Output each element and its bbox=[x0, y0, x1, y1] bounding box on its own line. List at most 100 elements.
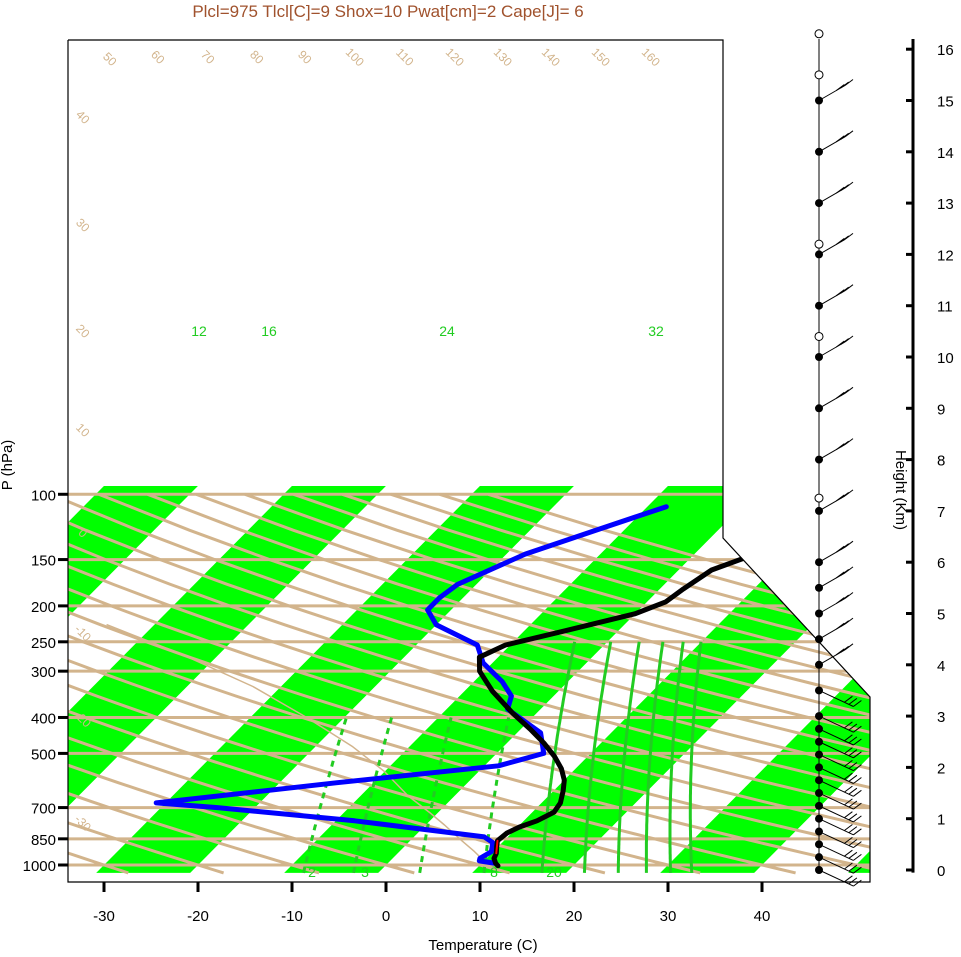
wind-barb bbox=[818, 290, 846, 307]
chart-title: Plcl=975 Tlcl[C]=9 Shox=10 Pwat[cm]=2 Ca… bbox=[192, 2, 583, 21]
y-axis-label: P (hPa) bbox=[0, 440, 16, 491]
adiabat-label: 10 bbox=[722, 343, 749, 370]
height-tick-label: 7 bbox=[937, 504, 945, 521]
height-tick-label: 13 bbox=[937, 196, 954, 213]
wind-barb-flag bbox=[844, 130, 854, 138]
wind-barb-flag bbox=[844, 785, 853, 793]
dry-adiabat-line bbox=[68, 493, 701, 875]
height-axis-label: Height (Km) bbox=[892, 450, 909, 530]
wind-barb bbox=[818, 341, 846, 358]
wind-barb bbox=[818, 187, 846, 204]
wind-barb bbox=[818, 689, 854, 707]
wind-barb bbox=[818, 818, 854, 836]
wind-barb bbox=[818, 741, 854, 759]
wind-barb-flag bbox=[853, 879, 862, 887]
wind-barb-flag bbox=[848, 826, 858, 833]
mixing-ratio-line bbox=[616, 641, 641, 873]
wind-barb bbox=[818, 856, 854, 874]
mixing-ratio-line bbox=[688, 641, 703, 873]
x-tick-label: -10 bbox=[281, 908, 303, 925]
wind-barb-flag bbox=[844, 540, 854, 548]
wind-calm-circle bbox=[814, 239, 824, 249]
wind-barb-flag bbox=[844, 811, 853, 819]
wind-barb-flag bbox=[835, 443, 845, 451]
wind-barb-flag bbox=[844, 849, 853, 857]
wind-barb bbox=[818, 779, 854, 797]
wind-barb-flag bbox=[844, 695, 853, 703]
wind-barb-flag bbox=[840, 286, 850, 294]
wind-barb-flag bbox=[853, 725, 862, 733]
wind-barb-flag bbox=[853, 777, 862, 784]
height-tick-label: 9 bbox=[937, 401, 945, 418]
wind-barb bbox=[818, 831, 854, 849]
dry-adiabat-line bbox=[68, 493, 320, 875]
wind-barb-flag bbox=[853, 789, 862, 797]
mixing-ratio-label: 24 bbox=[439, 323, 455, 339]
wind-barb-flag bbox=[835, 648, 845, 656]
wind-calm-circle bbox=[814, 331, 824, 341]
mixing-ratio-line bbox=[482, 717, 511, 874]
lcl-segment bbox=[495, 839, 499, 855]
wind-barb-flag bbox=[835, 494, 845, 502]
adiabat-label: 20 bbox=[722, 235, 749, 262]
wind-barb bbox=[818, 869, 854, 887]
dry-adiabat-line bbox=[68, 493, 415, 875]
mixing-ratio-label-low: 2 bbox=[308, 864, 316, 880]
wind-barb-flag bbox=[848, 800, 858, 808]
wind-barb-flag bbox=[844, 837, 853, 844]
wind-barb-flag bbox=[835, 237, 845, 245]
wind-barb bbox=[818, 85, 846, 101]
adiabat-label: 0 bbox=[721, 461, 741, 481]
wind-barb-flag bbox=[840, 543, 850, 551]
y-tick-label: 850 bbox=[31, 832, 56, 849]
mixing-ratio-line bbox=[540, 641, 577, 873]
wind-barb bbox=[818, 754, 854, 772]
wind-barb-flag bbox=[853, 841, 862, 848]
wind-barb-flag bbox=[848, 813, 858, 821]
y-tick-label: 250 bbox=[31, 635, 56, 652]
wind-barb bbox=[818, 238, 846, 255]
y-axis: 100 150 200 250 300 400 500 700 850 1000 bbox=[23, 487, 68, 875]
wind-barb-flag bbox=[853, 854, 862, 861]
wind-barb-flag bbox=[840, 389, 850, 397]
wind-barb-flag bbox=[844, 335, 854, 343]
wind-barb-flag bbox=[844, 232, 854, 240]
mixing-ratio-label-low: 8 bbox=[490, 864, 498, 880]
wind-calm-circle bbox=[814, 70, 824, 80]
wind-barb-flag bbox=[844, 181, 854, 189]
height-tick-label: 11 bbox=[937, 299, 953, 316]
wind-barb-flag bbox=[844, 824, 853, 831]
dry-adiabat-line bbox=[68, 493, 510, 875]
height-tick-label: 8 bbox=[937, 453, 945, 470]
height-tick-label: 3 bbox=[937, 709, 945, 726]
height-tick-label: 2 bbox=[937, 760, 945, 777]
wind-barb-flag bbox=[844, 862, 853, 870]
height-tick-label: 5 bbox=[937, 607, 945, 624]
wind-barb-flag bbox=[835, 289, 845, 297]
y-tick-label: 200 bbox=[31, 599, 56, 616]
x-tick-label: 30 bbox=[660, 908, 677, 925]
dry-adiabat-line bbox=[68, 492, 870, 875]
wind-barb bbox=[818, 715, 854, 733]
wind-barb-flag bbox=[848, 851, 858, 859]
wind-barb-flag bbox=[844, 284, 854, 292]
y-tick-label: 400 bbox=[31, 710, 56, 727]
y-tick-label: 1000 bbox=[23, 858, 56, 875]
wind-barb bbox=[818, 546, 846, 563]
dry-adiabat-line bbox=[244, 492, 870, 875]
wind-barb bbox=[818, 136, 846, 153]
height-tick-label: 12 bbox=[937, 247, 954, 264]
mixing-ratio-line bbox=[668, 641, 685, 873]
mixing-ratio-label: 16 bbox=[261, 323, 277, 339]
wind-barb bbox=[818, 572, 846, 589]
wind-barb-flag bbox=[848, 723, 858, 731]
wind-barb-flag bbox=[848, 749, 858, 757]
dry-adiabat-line bbox=[68, 492, 870, 875]
x-tick-label: -30 bbox=[93, 908, 115, 925]
dry-adiabat-line bbox=[68, 492, 870, 875]
wind-barb-flag bbox=[840, 620, 850, 627]
adiabat-label: 10 bbox=[745, 538, 772, 565]
